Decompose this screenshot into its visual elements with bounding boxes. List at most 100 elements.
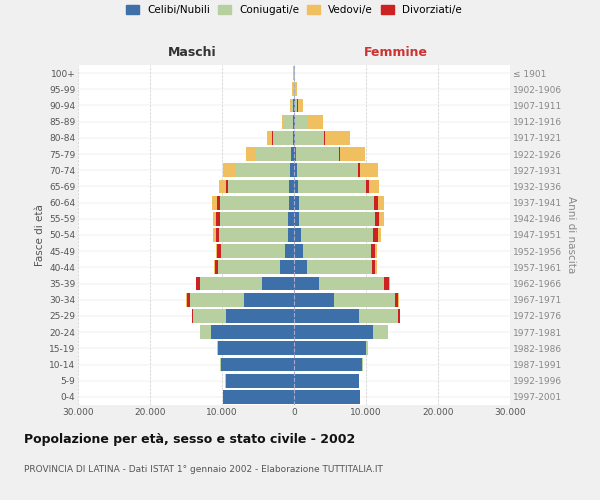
Bar: [295, 131, 324, 144]
Bar: [236, 164, 290, 177]
Bar: [294, 228, 301, 242]
Bar: [299, 212, 375, 226]
Bar: [297, 164, 358, 177]
Bar: [366, 342, 368, 355]
Bar: [294, 358, 362, 372]
Bar: [294, 115, 295, 128]
Bar: [289, 196, 294, 209]
Bar: [374, 196, 378, 209]
Bar: [389, 276, 390, 290]
Bar: [219, 228, 287, 242]
Bar: [376, 260, 377, 274]
Bar: [284, 115, 293, 128]
Bar: [219, 180, 226, 194]
Bar: [293, 115, 294, 128]
Bar: [371, 244, 374, 258]
Bar: [294, 164, 297, 177]
Bar: [294, 260, 307, 274]
Bar: [374, 244, 377, 258]
Bar: [214, 228, 215, 242]
Bar: [294, 244, 302, 258]
Bar: [226, 180, 228, 194]
Bar: [290, 164, 294, 177]
Bar: [280, 260, 294, 274]
Bar: [287, 228, 294, 242]
Bar: [246, 147, 255, 161]
Bar: [221, 358, 294, 372]
Bar: [256, 147, 292, 161]
Bar: [288, 212, 294, 226]
Bar: [217, 244, 221, 258]
Bar: [295, 115, 308, 128]
Bar: [217, 342, 218, 355]
Bar: [220, 196, 289, 209]
Bar: [218, 342, 294, 355]
Bar: [216, 212, 220, 226]
Bar: [368, 180, 379, 194]
Bar: [226, 309, 294, 323]
Bar: [378, 196, 385, 209]
Bar: [286, 244, 294, 258]
Bar: [398, 293, 399, 306]
Bar: [214, 260, 215, 274]
Bar: [216, 244, 217, 258]
Bar: [190, 293, 244, 306]
Bar: [308, 115, 323, 128]
Bar: [294, 147, 296, 161]
Bar: [228, 180, 289, 194]
Bar: [298, 180, 367, 194]
Bar: [294, 131, 295, 144]
Bar: [301, 228, 373, 242]
Text: Maschi: Maschi: [168, 46, 217, 59]
Bar: [307, 260, 372, 274]
Bar: [294, 276, 319, 290]
Bar: [193, 309, 226, 323]
Bar: [295, 98, 298, 112]
Bar: [200, 276, 262, 290]
Bar: [360, 164, 378, 177]
Bar: [373, 326, 388, 339]
Bar: [212, 212, 216, 226]
Bar: [221, 244, 286, 258]
Bar: [292, 147, 294, 161]
Bar: [192, 309, 193, 323]
Bar: [294, 326, 373, 339]
Bar: [379, 212, 383, 226]
Bar: [375, 212, 379, 226]
Bar: [212, 196, 217, 209]
Bar: [298, 98, 302, 112]
Bar: [372, 260, 376, 274]
Bar: [200, 326, 211, 339]
Bar: [294, 374, 359, 388]
Bar: [373, 228, 377, 242]
Bar: [293, 131, 294, 144]
Bar: [218, 260, 280, 274]
Bar: [294, 309, 359, 323]
Bar: [187, 293, 190, 306]
Bar: [359, 309, 398, 323]
Bar: [294, 342, 366, 355]
Bar: [334, 293, 395, 306]
Bar: [289, 180, 294, 194]
Bar: [294, 390, 360, 404]
Y-axis label: Anni di nascita: Anni di nascita: [566, 196, 576, 274]
Bar: [215, 260, 218, 274]
Text: Popolazione per età, sesso e stato civile - 2002: Popolazione per età, sesso e stato civil…: [24, 432, 355, 446]
Bar: [215, 228, 219, 242]
Bar: [294, 196, 299, 209]
Bar: [223, 390, 294, 404]
Text: Femmine: Femmine: [364, 46, 428, 59]
Y-axis label: Fasce di età: Fasce di età: [35, 204, 45, 266]
Bar: [302, 244, 371, 258]
Bar: [290, 98, 291, 112]
Bar: [282, 115, 284, 128]
Bar: [217, 196, 220, 209]
Bar: [272, 131, 293, 144]
Bar: [220, 212, 288, 226]
Text: PROVINCIA DI LATINA - Dati ISTAT 1° gennaio 2002 - Elaborazione TUTTITALIA.IT: PROVINCIA DI LATINA - Dati ISTAT 1° genn…: [24, 466, 383, 474]
Bar: [294, 293, 334, 306]
Bar: [294, 212, 299, 226]
Bar: [384, 276, 389, 290]
Bar: [398, 309, 400, 323]
Bar: [319, 276, 384, 290]
